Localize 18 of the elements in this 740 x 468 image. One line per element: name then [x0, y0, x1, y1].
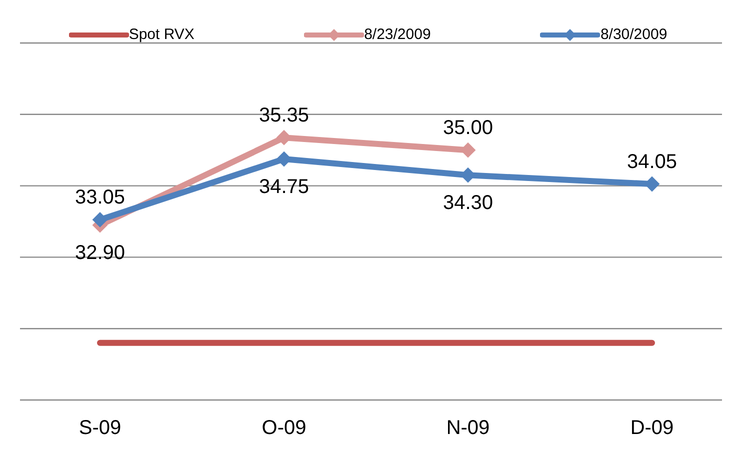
data-label: 32.90 — [74, 242, 126, 264]
data-label: 33.05 — [74, 186, 126, 209]
legend-label: 8/30/2009 — [600, 26, 668, 43]
x-tick-label: N-09 — [446, 417, 490, 440]
point — [460, 142, 476, 158]
data-label: 35.00 — [442, 117, 494, 140]
x-tick-label: S-09 — [78, 417, 122, 440]
point — [92, 212, 108, 228]
legend-label: 8/23/2009 — [364, 26, 431, 43]
data-label: 34.75 — [258, 176, 310, 198]
x-tick-label: D-09 — [630, 417, 674, 440]
x-tick-label: O-09 — [262, 417, 306, 440]
data-label: 34.05 — [626, 151, 678, 174]
data-label: 34.30 — [442, 192, 494, 214]
point — [644, 176, 660, 192]
legend-label: Spot RVX — [128, 26, 194, 43]
point — [276, 152, 292, 167]
data-label: 35.35 — [258, 104, 310, 127]
